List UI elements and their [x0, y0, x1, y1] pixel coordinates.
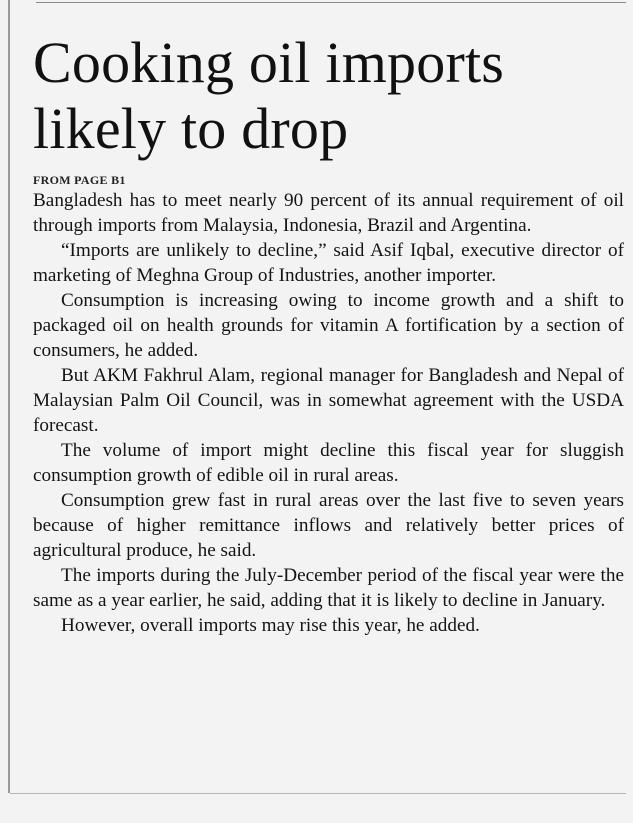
- paragraph: But AKM Fakhrul Alam, regional manager f…: [33, 365, 624, 436]
- paragraph: The imports during the July-December per…: [33, 565, 624, 611]
- column-rule: [8, 0, 10, 793]
- paragraph: Consumption grew fast in rural areas ove…: [33, 490, 624, 561]
- article-body: Bangladesh has to meet nearly 90 percent…: [33, 188, 624, 638]
- paragraph: However, overall imports may rise this y…: [61, 615, 480, 636]
- headline: Cooking oil imports likely to drop: [33, 30, 505, 161]
- bottom-rule: [10, 793, 626, 794]
- paragraph: “Imports are unlikely to decline,” said …: [33, 240, 624, 286]
- dateline: FROM PAGE B1: [33, 173, 126, 187]
- article: Cooking oil imports likely to drop FROM …: [33, 30, 624, 638]
- paragraph: Bangladesh has to meet nearly 90 percent…: [33, 190, 624, 236]
- paragraph: Consumption is increasing owing to incom…: [33, 290, 624, 361]
- top-rule: [36, 2, 626, 3]
- paragraph: The volume of import might decline this …: [33, 440, 624, 486]
